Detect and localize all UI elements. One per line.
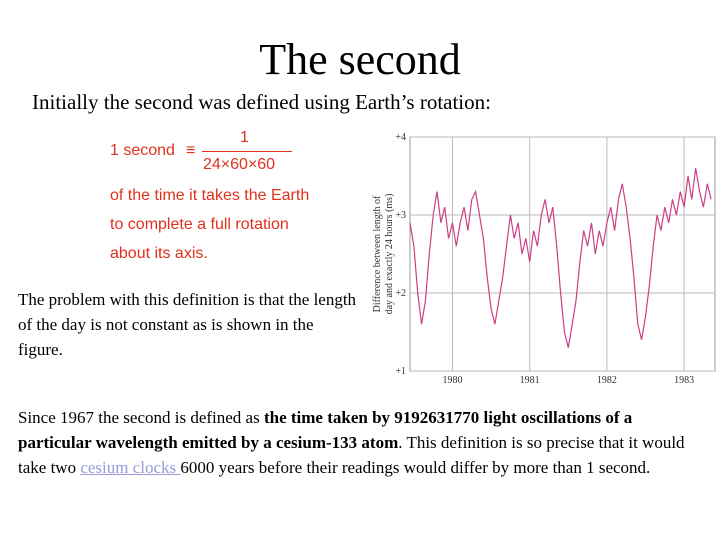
x-tick-label: 1980 bbox=[442, 375, 462, 386]
intro-text: Initially the second was defined using E… bbox=[32, 90, 491, 114]
figure-chart: Difference between length of day and exa… bbox=[372, 132, 716, 386]
y-tick-label: +3 bbox=[395, 210, 406, 221]
formula-lhs: 1 second bbox=[110, 142, 175, 159]
slide-title: The second bbox=[259, 35, 461, 84]
fraction-bar bbox=[202, 151, 292, 152]
x-tick-label: 1981 bbox=[520, 375, 540, 386]
definition-text: Since 1967 the second is defined as the … bbox=[18, 405, 708, 480]
problem-text: The problem with this definition is that… bbox=[18, 290, 357, 359]
text: Since 1967 the second is defined as bbox=[18, 408, 264, 427]
plot-frame bbox=[409, 136, 716, 372]
y-tick-label: +4 bbox=[395, 132, 406, 143]
formula-line: to complete a full rotation bbox=[110, 216, 289, 233]
x-tick-label: 1983 bbox=[674, 375, 694, 386]
text: . This definition is so precise that it … bbox=[18, 433, 685, 477]
formula-numerator: 1 bbox=[240, 129, 249, 146]
y-axis-label: day and exactly 24 hours (ms) bbox=[384, 194, 395, 315]
formula-lines: of the time it takes the Earth to comple… bbox=[110, 181, 309, 268]
formula-equiv: ≡ bbox=[186, 142, 196, 159]
y-axis-label: Difference between length of bbox=[372, 195, 383, 312]
formula-denominator: 24×60×60 bbox=[203, 156, 276, 173]
data-line bbox=[409, 168, 712, 348]
formula-line: about its axis. bbox=[110, 245, 208, 262]
bold-text: the time taken by 9192631770 light oscil… bbox=[18, 408, 633, 452]
text: 6000 years before their readings would d… bbox=[180, 458, 651, 477]
y-tick-label: +2 bbox=[395, 288, 406, 299]
y-tick-label: +1 bbox=[395, 366, 406, 377]
formula-line: of the time it takes the Earth bbox=[110, 187, 310, 204]
link[interactable]: cesium clocks bbox=[80, 458, 181, 477]
x-tick-label: 1982 bbox=[597, 375, 617, 386]
